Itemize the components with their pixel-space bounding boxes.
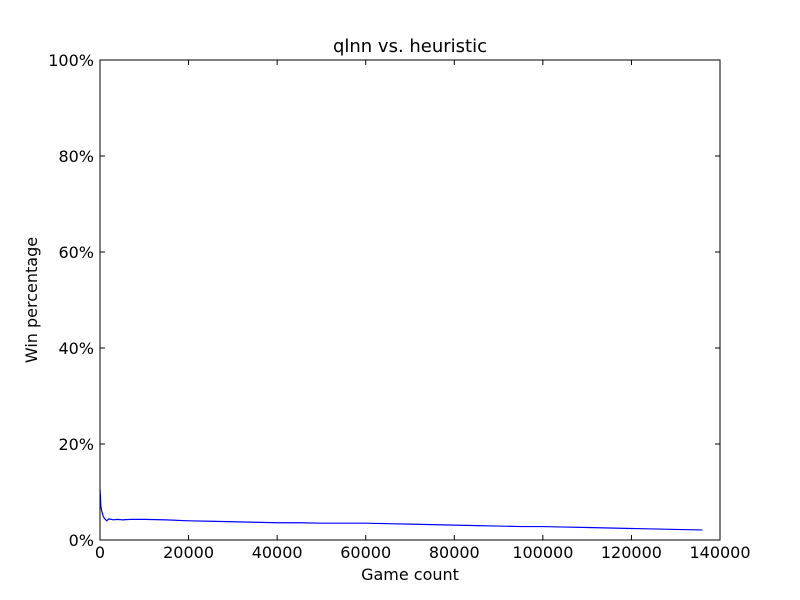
x-tick-label: 0 [95,543,105,562]
series-line [99,489,703,531]
x-tick-label: 20000 [163,543,214,562]
x-tick-label: 80000 [429,543,480,562]
x-tick-label: 60000 [340,543,391,562]
x-axis-ticks: 0 20000 40000 60000 80000 100000 120000 140000 [95,60,751,562]
y-tick-label: 40% [58,339,94,358]
y-tick-label: 20% [58,435,94,454]
x-tick-label: 40000 [252,543,303,562]
y-tick-label: 100% [48,51,94,70]
x-tick-label: 100000 [512,543,573,562]
x-axis-label: Game count [361,565,459,584]
x-tick-label: 120000 [601,543,662,562]
y-tick-label: 80% [58,147,94,166]
y-axis-label: Win percentage [22,237,41,363]
y-tick-label: 0% [69,531,94,550]
y-tick-label: 60% [58,243,94,262]
chart-title: qlnn vs. heuristic [333,36,487,57]
y-axis-ticks: 0% 20% 40% 60% 80% 100% [48,51,720,550]
x-tick-label: 140000 [689,543,750,562]
axes-frame [99,59,721,541]
series-layer [99,489,703,531]
